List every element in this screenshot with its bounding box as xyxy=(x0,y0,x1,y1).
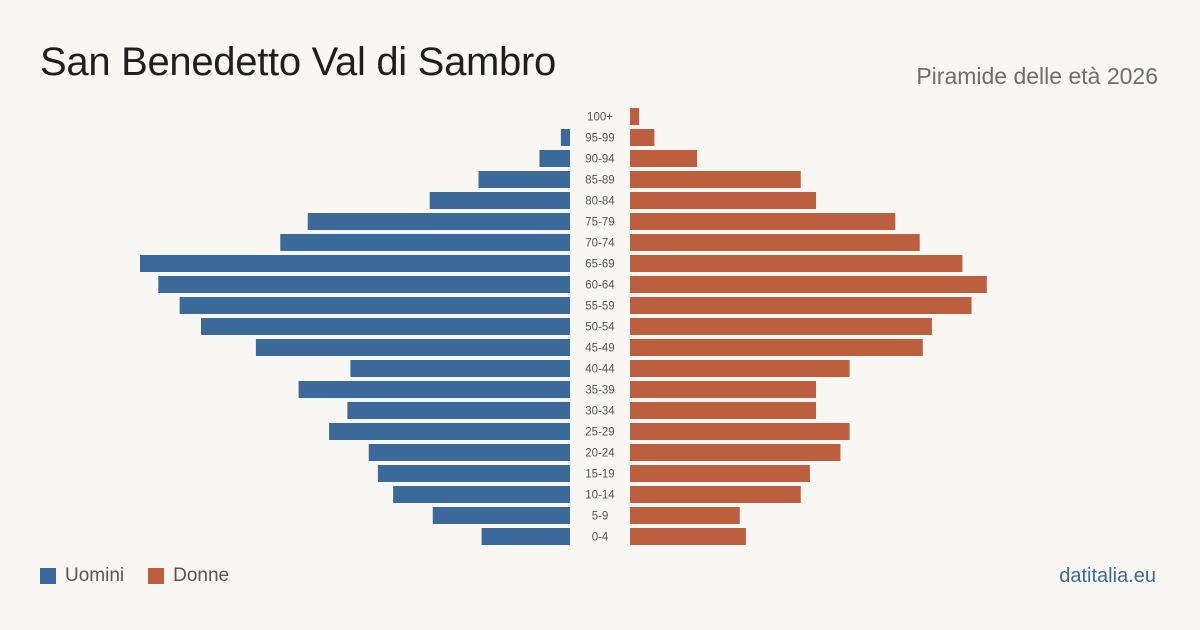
age-label-65-69: 65-69 xyxy=(585,259,614,271)
bar-women-65-69 xyxy=(630,255,963,272)
age-label-90-94: 90-94 xyxy=(585,154,615,166)
age-label-100+: 100+ xyxy=(587,112,613,124)
age-label-35-39: 35-39 xyxy=(585,385,614,397)
bar-men-30-34 xyxy=(347,402,570,419)
age-label-30-34: 30-34 xyxy=(585,406,615,418)
brand-link[interactable]: datitalia.eu xyxy=(1059,565,1156,587)
bar-men-75-79 xyxy=(307,213,570,230)
bar-men-50-54 xyxy=(200,318,570,335)
age-label-85-89: 85-89 xyxy=(585,175,614,187)
bar-women-55-59 xyxy=(630,297,972,314)
age-label-25-29: 25-29 xyxy=(585,427,614,439)
bar-men-90-94 xyxy=(539,150,570,167)
bar-women-5-9 xyxy=(630,507,740,524)
legend-swatch-women xyxy=(148,568,165,584)
bar-men-60-64 xyxy=(158,276,571,293)
bar-men-85-89 xyxy=(478,171,570,188)
bar-women-100+ xyxy=(630,108,640,125)
bar-men-70-74 xyxy=(280,234,570,251)
page-title: San Benedetto Val di Sambro xyxy=(40,40,556,84)
age-label-50-54: 50-54 xyxy=(585,322,615,334)
bar-women-35-39 xyxy=(630,381,817,398)
bar-men-25-29 xyxy=(329,423,570,440)
age-label-95-99: 95-99 xyxy=(585,133,614,145)
bar-men-5-9 xyxy=(432,507,570,524)
age-label-60-64: 60-64 xyxy=(585,280,615,292)
bar-men-0-4 xyxy=(481,528,570,545)
bar-women-60-64 xyxy=(630,276,987,293)
age-label-45-49: 45-49 xyxy=(585,343,614,355)
age-label-15-19: 15-19 xyxy=(585,469,614,481)
bar-men-40-44 xyxy=(350,360,570,377)
bar-women-85-89 xyxy=(630,171,801,188)
bar-men-20-24 xyxy=(368,444,570,461)
bar-women-80-84 xyxy=(630,192,817,209)
bar-women-20-24 xyxy=(630,444,841,461)
bar-women-10-14 xyxy=(630,486,801,503)
bar-women-30-34 xyxy=(630,402,817,419)
chart-subtitle: Piramide delle età 2026 xyxy=(916,63,1158,89)
bar-men-15-19 xyxy=(377,465,570,482)
age-label-75-79: 75-79 xyxy=(585,217,614,229)
bar-men-35-39 xyxy=(298,381,570,398)
age-label-80-84: 80-84 xyxy=(585,196,615,208)
bar-men-45-49 xyxy=(255,339,570,356)
bar-men-80-84 xyxy=(429,192,570,209)
bar-women-50-54 xyxy=(630,318,932,335)
bar-men-65-69 xyxy=(140,255,570,272)
bar-women-25-29 xyxy=(630,423,850,440)
legend-label-men: Uomini xyxy=(65,565,125,586)
age-label-20-24: 20-24 xyxy=(585,448,615,460)
bar-women-0-4 xyxy=(630,528,746,545)
bar-women-40-44 xyxy=(630,360,850,377)
bar-women-15-19 xyxy=(630,465,810,482)
legend-item-women: Donne xyxy=(148,565,229,587)
bar-men-95-99 xyxy=(560,129,570,146)
age-label-0-4: 0-4 xyxy=(592,532,609,544)
legend: Uomini Donne xyxy=(40,565,229,587)
bar-women-95-99 xyxy=(630,129,655,146)
age-label-55-59: 55-59 xyxy=(585,301,614,313)
bar-men-10-14 xyxy=(393,486,570,503)
age-label-10-14: 10-14 xyxy=(585,490,615,502)
bar-women-75-79 xyxy=(630,213,896,230)
bar-women-70-74 xyxy=(630,234,920,251)
bar-men-55-59 xyxy=(179,297,570,314)
age-label-5-9: 5-9 xyxy=(592,511,609,523)
legend-label-women: Donne xyxy=(173,565,230,586)
legend-swatch-men xyxy=(40,568,56,584)
age-label-40-44: 40-44 xyxy=(585,364,615,376)
age-label-70-74: 70-74 xyxy=(585,238,615,250)
bar-women-90-94 xyxy=(630,150,698,167)
legend-item-men: Uomini xyxy=(40,565,124,587)
bar-women-45-49 xyxy=(630,339,923,356)
